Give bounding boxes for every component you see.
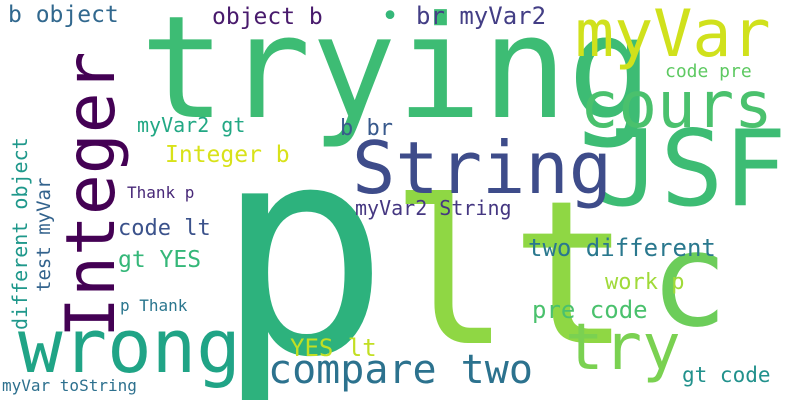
word-myvar2-gt: myVar2 gt bbox=[137, 113, 246, 137]
word-cours: cours bbox=[580, 69, 773, 143]
word-gt-yes: gt YES bbox=[118, 247, 202, 273]
word-c: c bbox=[650, 204, 729, 356]
word-code-pre: code pre bbox=[665, 61, 752, 82]
word-gt-code: gt code bbox=[682, 363, 771, 387]
word-wrong: wrong bbox=[18, 304, 241, 390]
word-jsf: JSF bbox=[597, 108, 787, 230]
word-b-object: b object bbox=[8, 2, 119, 28]
word-thank-p: Thank p bbox=[127, 183, 195, 202]
word-pre-code: pre code bbox=[532, 296, 648, 324]
word-two-different: two different bbox=[528, 234, 716, 262]
word-b-br: b br bbox=[340, 116, 393, 141]
word-object-b: object b bbox=[212, 4, 323, 30]
word-p: p bbox=[215, 84, 390, 400]
dot-glyph: • bbox=[381, 0, 400, 34]
word-code-lt: code lt bbox=[118, 216, 211, 241]
word-test-myvar: test myVar bbox=[33, 177, 55, 292]
word-string: String bbox=[352, 126, 613, 210]
word-integer: Integer bbox=[52, 51, 131, 338]
word-trying: trying bbox=[140, 0, 653, 151]
word-different-object: different object bbox=[8, 137, 32, 330]
word-p-thank: p Thank bbox=[120, 296, 188, 315]
word-try: try bbox=[565, 311, 681, 385]
word-integer-b: Integer b bbox=[165, 142, 290, 168]
word-compare-two: compare two bbox=[268, 347, 533, 393]
word-myvar-tostring: myVar toString bbox=[2, 376, 137, 395]
word-br-myvar2: br myVar2 bbox=[416, 2, 547, 30]
word-myvar: myVar bbox=[575, 0, 771, 72]
word-yes-lt: YES lt bbox=[290, 334, 377, 362]
word-lt: lt bbox=[390, 158, 631, 391]
word-work-p: work p bbox=[605, 270, 685, 295]
word-myvar2-string: myVar2 String bbox=[355, 196, 512, 220]
